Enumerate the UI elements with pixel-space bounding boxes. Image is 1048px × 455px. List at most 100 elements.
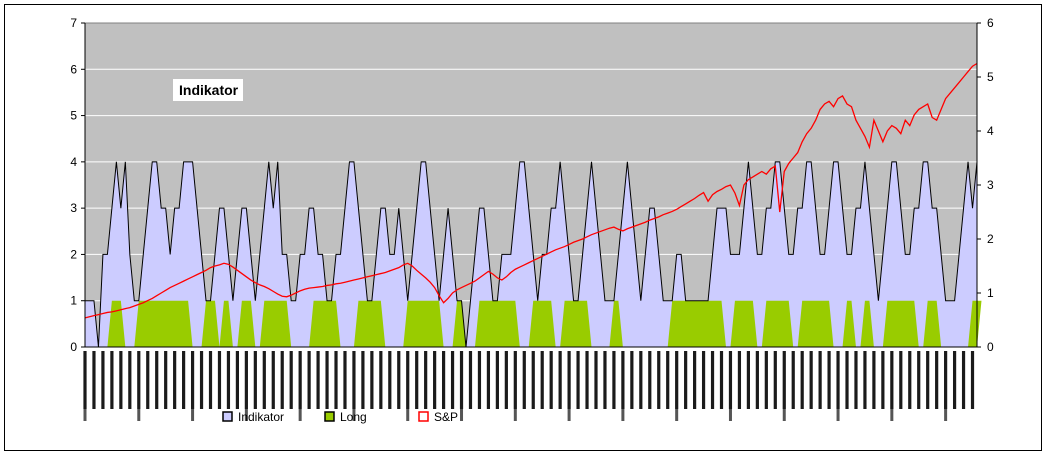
x-tick-label-block <box>872 351 876 409</box>
x-tick-label-block <box>289 351 293 409</box>
x-tick-label-block <box>890 351 894 409</box>
x-tick-label-block <box>155 351 159 409</box>
x-tick-label-block <box>764 351 768 409</box>
left-axis: 0 1 2 3 4 5 6 7 <box>70 16 86 354</box>
x-tick-label-block <box>773 351 777 409</box>
series-indikator-area <box>85 161 977 347</box>
x-tick-label-block <box>164 351 168 409</box>
x-tick-label-block <box>397 351 401 409</box>
x-tick-label-tail <box>944 409 948 421</box>
right-tick-label: 6 <box>987 16 994 30</box>
x-tick-label-block <box>970 351 975 409</box>
x-tick-label-tail <box>137 409 141 421</box>
left-tick-label: 0 <box>70 340 77 354</box>
x-tick-label-block <box>459 351 464 409</box>
series-indikator-outline <box>85 161 978 348</box>
x-tick-label-block <box>226 351 231 409</box>
x-tick-label-tail <box>890 409 894 421</box>
x-tick-label-block <box>262 351 266 409</box>
series-sp-line <box>84 62 978 319</box>
x-tick-label-tail <box>782 409 786 421</box>
x-tick-label-block <box>424 351 428 409</box>
x-tick-label-tail <box>567 409 571 421</box>
right-axis: 0 1 2 3 4 5 6 <box>976 16 994 354</box>
x-tick-label-block <box>728 351 733 409</box>
x-tick-label-block <box>630 351 634 409</box>
x-tick-label-block <box>639 351 643 409</box>
x-tick-label-tail <box>244 409 248 421</box>
x-tick-label-block <box>110 351 114 409</box>
right-tick-label: 0 <box>987 340 994 354</box>
x-tick-label-block <box>486 351 491 409</box>
x-tick-label-block <box>146 351 150 409</box>
x-tick-label-block <box>746 351 750 409</box>
x-tick-label-tail <box>298 409 302 421</box>
x-tick-label-block <box>352 351 356 409</box>
chart-svg: 0 1 2 3 4 5 6 7 0 1 2 3 4 5 6 Indikator Indikator Long… <box>70 16 994 424</box>
right-tick-label: 5 <box>987 70 994 84</box>
x-tick-label-block <box>585 351 589 409</box>
x-tick-label-block <box>854 351 858 409</box>
x-tick-label-block <box>433 351 437 409</box>
x-tick-label-tail <box>406 409 410 421</box>
x-tick-label-block <box>325 351 329 409</box>
x-tick-label-tail <box>728 409 732 421</box>
x-tick-label-block <box>755 351 759 409</box>
x-tick-label-tail <box>621 409 625 421</box>
x-tick-label-block <box>684 351 688 409</box>
x-tick-label-block <box>343 351 347 409</box>
x-tick-label-block <box>468 351 473 409</box>
right-tick-label: 3 <box>987 178 994 192</box>
x-tick-label-block <box>244 351 248 409</box>
x-tick-label-block <box>388 351 392 409</box>
x-tick-label-block <box>621 351 625 409</box>
x-tick-label-block <box>190 351 195 409</box>
x-tick-label-block <box>791 351 795 409</box>
x-tick-label-block <box>612 351 616 409</box>
x-tick-label-block <box>836 351 840 409</box>
x-axis <box>83 346 977 421</box>
x-tick-label-block <box>307 351 311 409</box>
x-tick-label-tail <box>352 409 356 421</box>
x-tick-label-block <box>504 351 508 409</box>
left-tick-label: 2 <box>70 247 77 261</box>
x-tick-label-block <box>477 351 482 409</box>
x-tick-label-block <box>648 351 652 409</box>
x-tick-label-block <box>594 351 598 409</box>
right-tick-label: 2 <box>987 232 994 246</box>
legend: Indikator Long S&P <box>222 410 458 424</box>
x-tick-label-block <box>693 351 697 409</box>
chart-title: Indikator <box>173 79 243 101</box>
x-tick-label-block <box>334 351 338 409</box>
x-tick-label-block <box>173 351 177 409</box>
x-tick-label-block <box>495 351 499 409</box>
x-tick-label-tail <box>83 409 87 421</box>
left-tick-label: 5 <box>70 109 77 123</box>
x-tick-label-block <box>944 351 948 409</box>
x-tick-label-block <box>370 351 374 409</box>
x-tick-label-block <box>881 351 885 409</box>
left-tick-label: 6 <box>70 62 77 76</box>
right-tick-label: 4 <box>987 124 994 138</box>
x-tick-label-block <box>666 351 670 409</box>
x-tick-label-tail <box>191 409 195 421</box>
x-tick-label-block <box>952 351 957 409</box>
x-tick-label-block <box>199 351 204 409</box>
x-tick-label-block <box>379 351 383 409</box>
series-long-area <box>85 300 982 347</box>
x-tick-label-tail <box>836 409 840 421</box>
x-tick-label-block <box>271 351 275 409</box>
legend-label: S&P <box>434 410 458 424</box>
x-tick-label-block <box>567 351 571 409</box>
x-tick-label-block <box>719 351 724 409</box>
x-tick-label-block <box>558 351 562 409</box>
x-tick-label-block <box>657 351 661 409</box>
x-tick-label-block <box>253 351 257 409</box>
x-tick-label-block <box>531 351 535 409</box>
x-tick-label-block <box>935 351 939 409</box>
x-tick-label-tail <box>460 409 464 421</box>
x-tick-label-block <box>809 351 813 409</box>
title-background <box>173 79 243 101</box>
x-tick-label-block <box>800 351 804 409</box>
x-tick-label-block <box>710 351 715 409</box>
